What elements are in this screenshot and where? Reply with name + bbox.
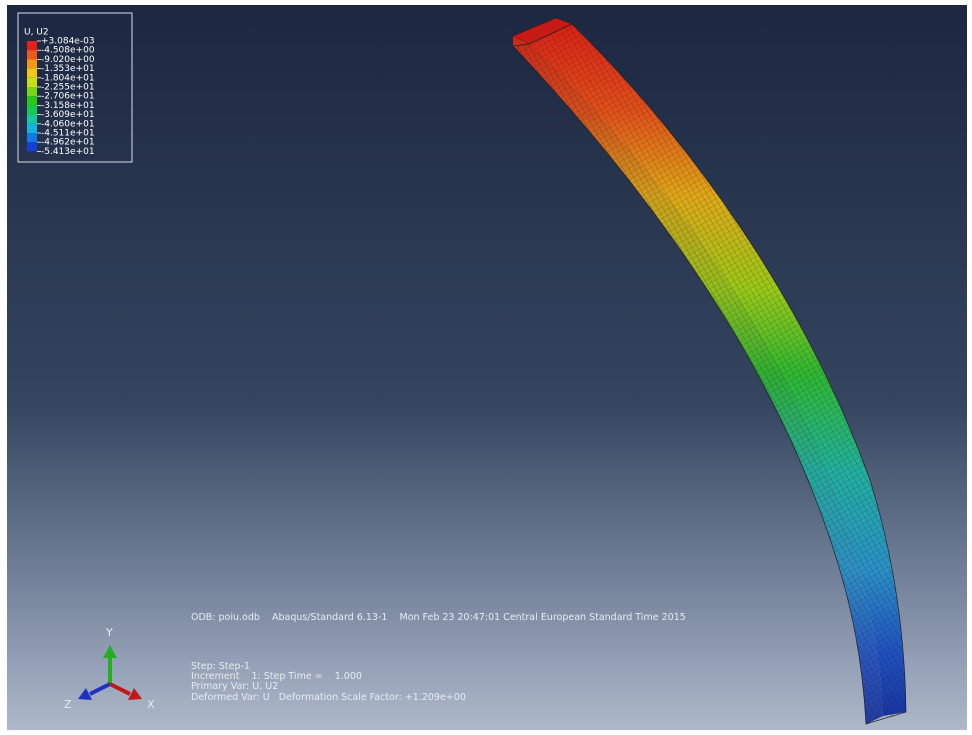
legend-label: -1.353e+01 (41, 64, 95, 74)
axis-z-label: Z (64, 698, 72, 711)
legend-swatch (27, 114, 37, 124)
legend-swatch (27, 59, 37, 69)
legend-label: -4.962e+01 (41, 138, 95, 148)
triad (78, 645, 142, 700)
legend-swatch (27, 50, 37, 60)
info-odb: ODB: poiu.odb Abaqus/Standard 6.13-1 Mon… (191, 612, 686, 623)
legend-swatch (27, 142, 37, 152)
legend-swatch (27, 105, 37, 115)
legend-label: -9.020e+00 (41, 55, 95, 65)
legend-title: U, U2 (24, 28, 49, 38)
info-step: Step: Step-1 (191, 661, 250, 672)
legend: +3.084e-03-4.508e+00-9.020e+00-1.353e+01… (27, 37, 95, 157)
legend-label: -3.158e+01 (41, 101, 95, 111)
legend-label: -4.511e+01 (41, 129, 95, 139)
legend-label: +3.084e-03 (41, 37, 95, 47)
legend-swatch (27, 68, 37, 78)
info-primary: Primary Var: U, U2 (191, 681, 278, 692)
legend-label: -2.706e+01 (41, 92, 95, 102)
legend-label: -4.508e+00 (41, 46, 95, 56)
legend-swatch (27, 77, 37, 87)
legend-swatch (27, 123, 37, 133)
axis-x-label: X (147, 698, 155, 711)
axis-y-label: Y (105, 626, 113, 639)
legend-label: -1.804e+01 (41, 73, 95, 83)
legend-swatch (27, 87, 37, 97)
legend-swatch (27, 41, 37, 51)
legend-label: -2.255e+01 (41, 83, 95, 93)
legend-label: -3.609e+01 (41, 110, 95, 120)
legend-label: -5.413e+01 (41, 147, 95, 157)
beam (512, 17, 907, 725)
legend-label: -4.060e+01 (41, 119, 95, 129)
legend-swatch (27, 133, 37, 143)
info-increment: Increment 1: Step Time = 1.000 (191, 671, 362, 682)
info-deformed: Deformed Var: U Deformation Scale Factor… (191, 692, 466, 703)
legend-swatch (27, 96, 37, 106)
legend-box (17, 12, 133, 163)
